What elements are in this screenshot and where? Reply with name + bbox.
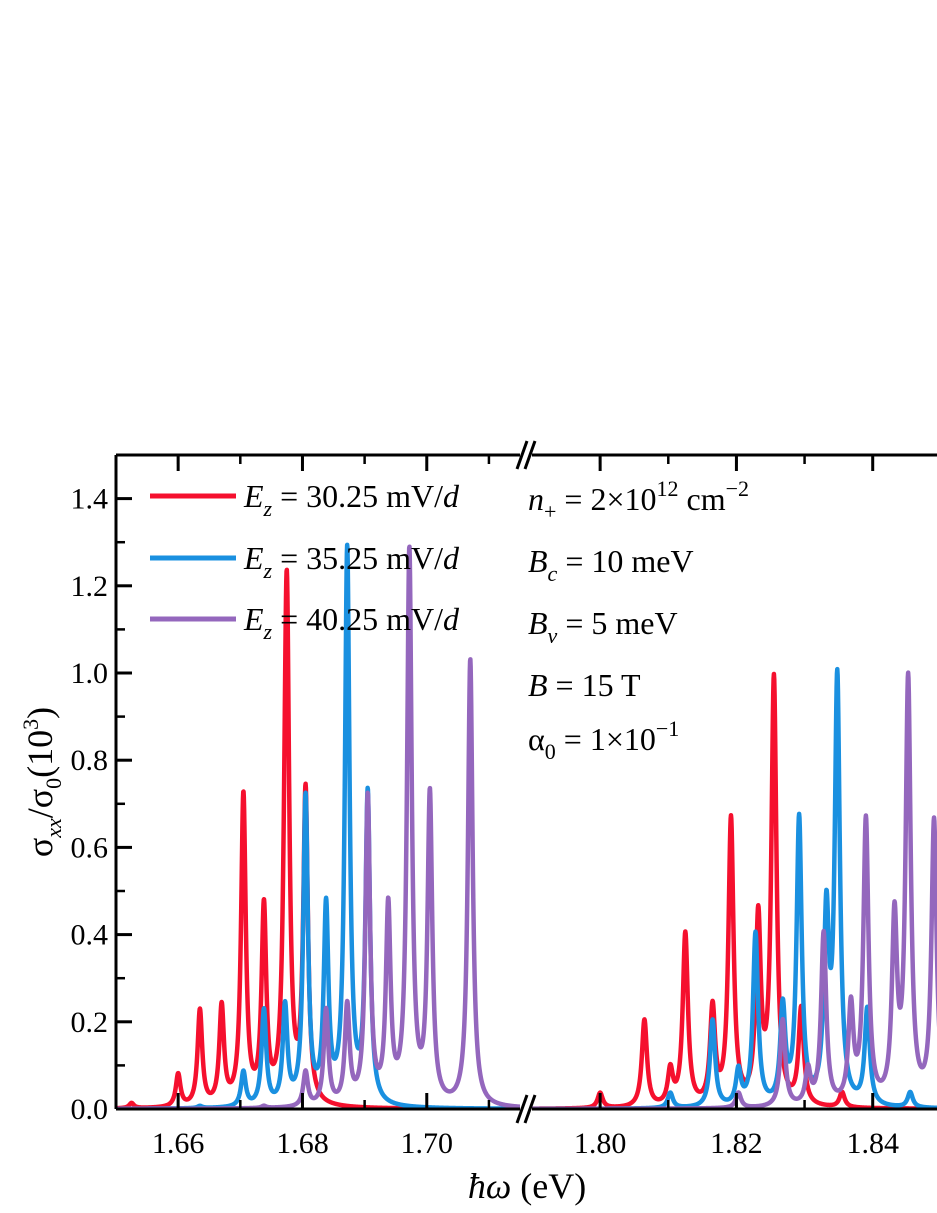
y-tick-label-5: 1.0	[71, 657, 109, 690]
legend-entry-series-3: Ez = 40.25 mV/d	[243, 601, 460, 644]
parameter-annotations: n+ = 2×1012 cm−2 Bc = 10 meV Bv = 5 meV …	[528, 476, 749, 764]
y-axis-title: σxx/σ0(103)	[18, 707, 66, 857]
y-tick-label-1: 0.2	[71, 1006, 109, 1039]
legend-entry-series-1: Ez = 30.25 mV/d	[243, 478, 460, 521]
axis-break-top-b	[523, 440, 537, 470]
x-tick-label-right-1: 1.82	[710, 1127, 763, 1160]
y-tick-label-6: 1.2	[71, 570, 109, 603]
x-tick-label-left-1: 1.68	[276, 1127, 329, 1160]
annotation-bc: Bc = 10 meV	[528, 543, 694, 586]
axis-break-bottom-b	[523, 1094, 537, 1124]
y-tick-label-7: 1.4	[71, 483, 109, 516]
x-tick-label-left-2: 1.70	[401, 1127, 454, 1160]
annotation-alpha: α0 = 1×10−1	[528, 716, 679, 764]
x-tick-label-right-2: 1.84	[846, 1127, 899, 1160]
y-tick-label-3: 0.6	[71, 831, 109, 864]
y-tick-label-2: 0.4	[71, 919, 109, 952]
x-tick-label-right-0: 1.80	[574, 1127, 627, 1160]
y-tick-label-0: 0.0	[71, 1093, 109, 1126]
legend: Ez = 30.25 mV/d Ez = 35.25 mV/d Ez = 40.…	[150, 478, 460, 644]
annotation-field: B = 15 T	[528, 667, 641, 703]
axis-break-top-a	[515, 440, 529, 470]
legend-entry-series-2: Ez = 35.25 mV/d	[243, 540, 460, 583]
series-1-line-left	[116, 567, 520, 1109]
annotation-density: n+ = 2×1012 cm−2	[528, 476, 749, 524]
x-axis-title: ħω (eV)	[468, 1166, 586, 1206]
annotation-bv: Bv = 5 meV	[528, 605, 678, 648]
x-tick-label-left-0: 1.66	[152, 1127, 205, 1160]
axis-break-bottom-a	[515, 1094, 529, 1124]
axis-ticks: 0.0 0.2 0.4 0.6 0.8 1.0 1.2 1.4 1.66 1.68 1.70 1.80…	[71, 453, 899, 1160]
y-tick-label-4: 0.8	[71, 744, 109, 777]
